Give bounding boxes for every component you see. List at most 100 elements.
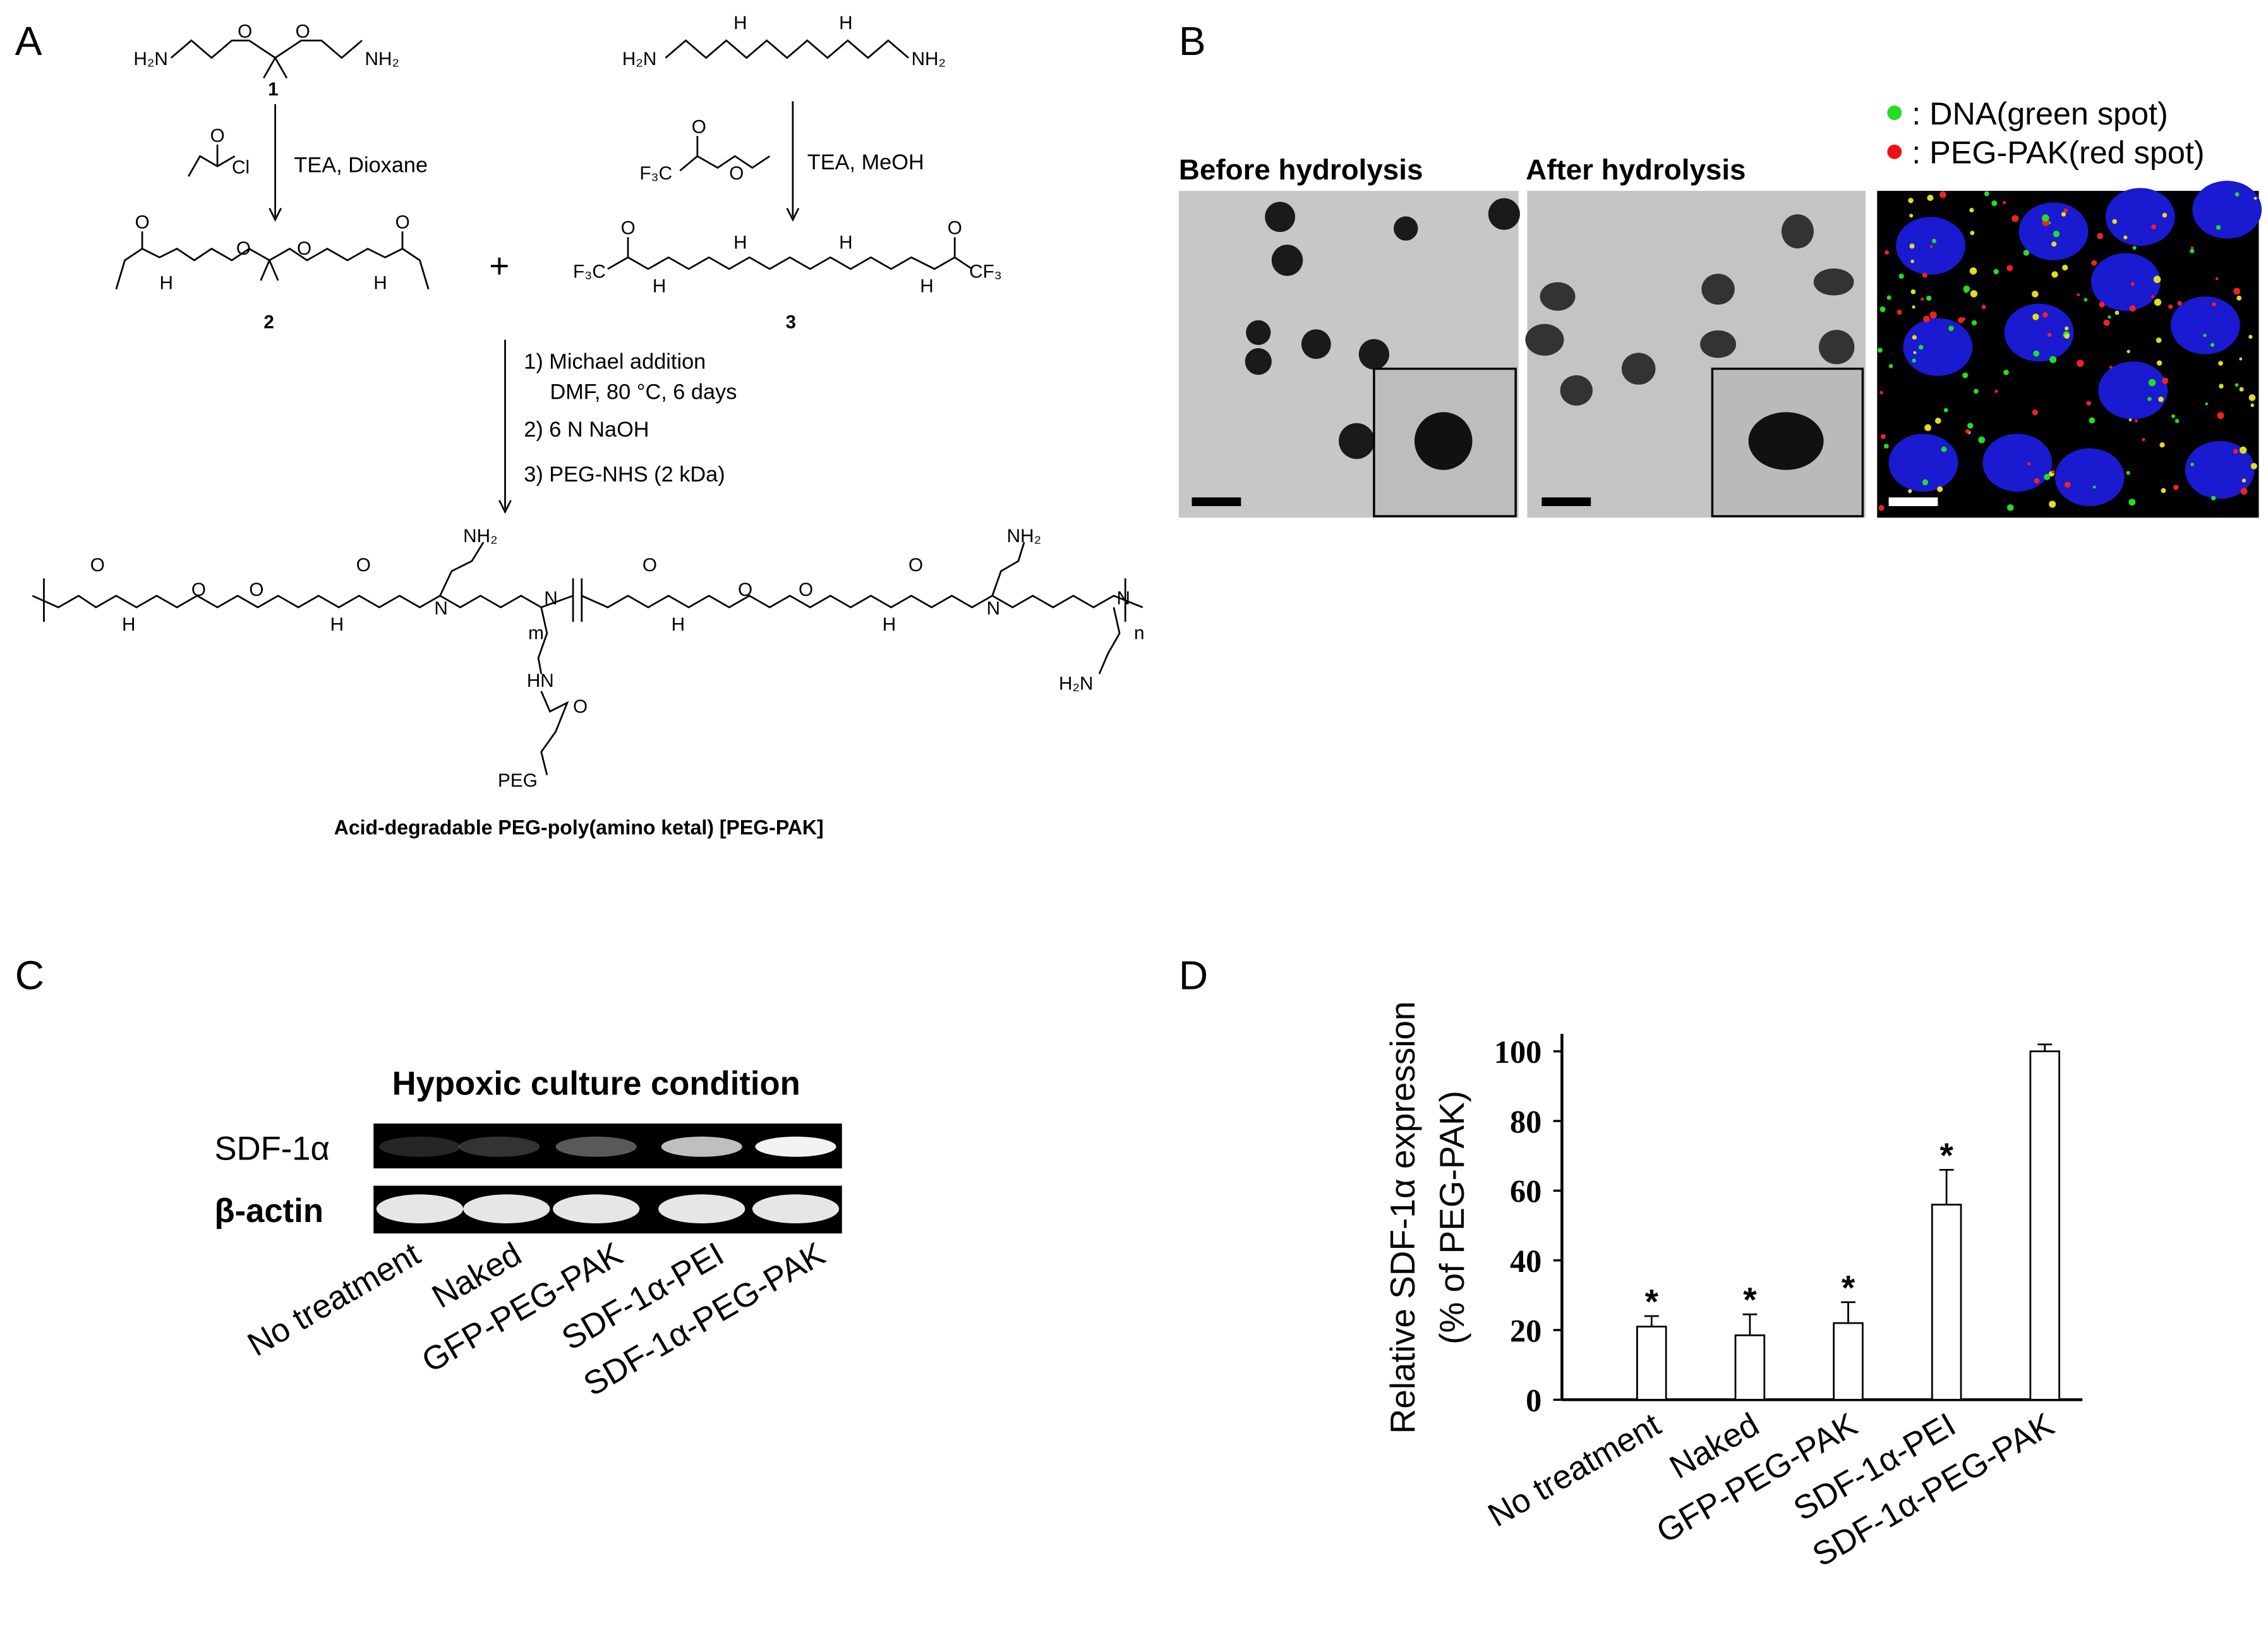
inset-blobs <box>1414 412 1824 470</box>
spot <box>2215 277 2219 281</box>
compound-number: 1 <box>268 79 279 100</box>
band <box>459 1136 540 1157</box>
y-tick-label: 60 <box>1510 1174 1541 1209</box>
chem-label: O <box>296 21 310 42</box>
spot <box>2034 478 2040 484</box>
spot <box>2212 302 2216 306</box>
legend-text: : PEG-PAK(red spot) <box>1912 135 2204 171</box>
spot <box>2239 387 2244 392</box>
spot <box>2089 417 2096 424</box>
spot <box>1978 436 1986 444</box>
spot <box>2159 442 2165 448</box>
spot <box>2177 301 2182 306</box>
chem-label: N <box>1117 588 1131 609</box>
y-tick-label: 80 <box>1510 1104 1541 1139</box>
y-tick-label: 40 <box>1510 1244 1541 1279</box>
spot <box>2162 212 2168 218</box>
spot <box>1965 429 1970 433</box>
particle <box>1488 198 1520 230</box>
chem-label: O <box>90 555 105 576</box>
spot <box>2239 446 2247 454</box>
spot <box>1941 446 1947 452</box>
band <box>553 1194 640 1224</box>
blot-row: β-actin <box>215 1192 323 1230</box>
spot <box>1991 200 1998 207</box>
spot <box>2156 337 2162 343</box>
chem-label: F₃C <box>639 163 672 184</box>
spot <box>2233 449 2238 454</box>
y-tick-label: 0 <box>1526 1383 1541 1419</box>
nucleus <box>1888 433 1958 492</box>
spot <box>2061 212 2066 217</box>
spot <box>1908 198 1914 203</box>
spot <box>2126 349 2130 353</box>
chem-label: H₂N <box>1059 674 1094 694</box>
chem-label: NH₂ <box>365 49 400 70</box>
chem-label: O <box>297 238 311 259</box>
spot <box>2049 356 2057 363</box>
spot <box>2051 469 2055 474</box>
chem-label: NH₂ <box>463 526 498 547</box>
spot <box>1931 238 1936 243</box>
legend-text: : DNA(green spot) <box>1912 95 2168 131</box>
nucleus <box>1982 433 2053 492</box>
band <box>376 1194 464 1224</box>
particle <box>1245 348 1272 375</box>
spot <box>1909 243 1915 249</box>
chem-label: O <box>799 579 813 600</box>
particle <box>1818 330 1855 365</box>
panel-label: B <box>1179 18 1206 64</box>
spot <box>1969 207 1974 213</box>
spot <box>2142 438 2145 442</box>
spot <box>2173 485 2179 490</box>
spot <box>2150 294 2154 298</box>
particle <box>1540 282 1576 311</box>
spot <box>1908 489 1912 493</box>
step: 3) PEG-NHS (2 kDa) <box>524 463 725 487</box>
band <box>463 1194 550 1224</box>
nucleus <box>1903 318 1973 377</box>
spot <box>2236 295 2242 301</box>
spot <box>2158 396 2164 402</box>
compound-number: 2 <box>263 312 274 332</box>
bar <box>1636 1326 1667 1401</box>
spot <box>2239 357 2243 361</box>
spot <box>2065 326 2069 330</box>
spot <box>1967 423 1974 429</box>
spot <box>2132 246 2137 250</box>
spot <box>2006 265 2013 272</box>
reagents: TEA, Dioxane <box>294 153 428 177</box>
spot <box>2051 241 2057 247</box>
spot <box>2123 235 2128 239</box>
spot <box>1912 358 1916 363</box>
spot <box>2041 214 2049 222</box>
spot <box>2114 310 2120 315</box>
spot <box>2154 298 2162 306</box>
spot <box>1926 295 1932 301</box>
spot <box>1969 267 1977 275</box>
particle <box>1560 375 1593 406</box>
spot <box>1971 320 1977 326</box>
nucleus <box>2054 448 2125 506</box>
particle <box>1621 353 1656 385</box>
spot <box>2128 418 2132 421</box>
spot <box>1879 390 1883 395</box>
chem-label: H <box>160 273 174 294</box>
spot <box>2032 313 2039 320</box>
spot <box>2044 474 2050 480</box>
chem-label: O <box>621 218 636 239</box>
spot <box>2103 319 2110 326</box>
spot <box>1970 231 1975 236</box>
particle <box>1394 216 1418 241</box>
scale-bars <box>1191 497 1938 506</box>
spot <box>2241 478 2247 483</box>
chem-label: O <box>948 218 962 239</box>
chem-label: O <box>356 555 371 576</box>
spot <box>1898 274 1904 279</box>
y-tick-label: 20 <box>1510 1313 1541 1348</box>
spot <box>2130 282 2135 286</box>
nucleus <box>2170 296 2240 354</box>
spot <box>2112 219 2117 224</box>
spot <box>2091 260 2097 266</box>
band <box>661 1136 742 1157</box>
